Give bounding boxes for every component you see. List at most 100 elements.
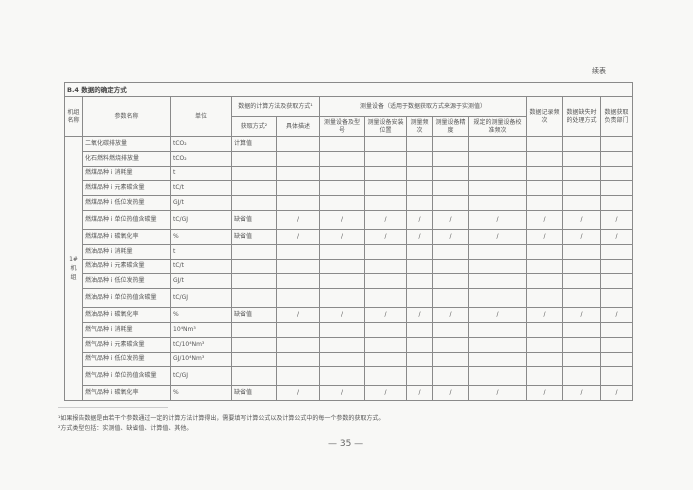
empty-cell <box>364 288 407 309</box>
unit-cell: % <box>170 307 232 323</box>
slash-cell: / <box>276 209 320 230</box>
slash-cell: / <box>599 228 634 245</box>
empty-cell <box>364 273 407 290</box>
continued-label: 续表 <box>592 67 606 75</box>
empty-cell <box>276 273 320 290</box>
empty-cell <box>526 195 563 211</box>
empty-cell <box>526 351 563 368</box>
acq-method-cell <box>231 165 277 182</box>
empty-cell <box>406 336 433 353</box>
empty-cell <box>406 273 433 290</box>
empty-cell <box>526 321 563 338</box>
param-cell: 燃煤品种 i 元素碳含量 <box>82 180 171 197</box>
unit-cell: tC/GJ <box>170 366 232 387</box>
empty-cell <box>406 366 433 387</box>
slash-cell: / <box>468 307 527 323</box>
empty-cell <box>526 180 563 197</box>
table-row: 燃油品种 i 消耗量 t <box>65 243 634 260</box>
group-label-1: 1# <box>69 256 78 264</box>
empty-cell <box>526 258 563 275</box>
empty-cell <box>364 321 407 338</box>
header-equip-location: 测量设备安装位置 <box>364 116 407 137</box>
slash-cell: / <box>599 209 634 230</box>
header-param-name: 参数名称 <box>82 96 171 137</box>
table-row: 燃煤品种 i 碳氧化率% 缺省值 / / / / / / / / / <box>65 228 634 245</box>
unit-cell: tCO₂ <box>170 136 232 152</box>
empty-cell <box>468 351 527 368</box>
footnote-1: ¹如果报告数据是由若干个参数通过一定的计算方法计算得出，需要填写计算公式以及计算… <box>58 415 385 422</box>
slash-cell: / <box>468 209 527 230</box>
slash-cell: / <box>406 209 433 230</box>
param-cell: 燃煤品种 i 单位热值含碳量 <box>82 209 171 230</box>
empty-cell <box>468 243 527 260</box>
empty-cell <box>406 351 433 368</box>
unit-cell: tC/t <box>170 180 232 197</box>
table-row: 化石燃料燃烧排放量 tCO₂ <box>65 150 634 167</box>
empty-cell <box>526 150 563 167</box>
slash-cell: / <box>526 228 563 245</box>
empty-cell <box>526 366 563 387</box>
empty-cell <box>432 336 469 353</box>
empty-cell <box>432 165 469 182</box>
slash-cell: / <box>562 307 601 323</box>
empty-cell <box>599 351 634 368</box>
empty-cell <box>468 165 527 182</box>
empty-cell <box>319 195 365 211</box>
acq-method-cell <box>231 351 277 368</box>
empty-cell <box>406 180 433 197</box>
empty-cell <box>319 288 365 309</box>
empty-cell <box>319 136 365 152</box>
empty-cell <box>276 136 320 152</box>
empty-cell <box>319 258 365 275</box>
empty-cell <box>364 180 407 197</box>
footnote-divider <box>58 407 168 408</box>
acq-method-cell <box>231 258 277 275</box>
unit-cell: % <box>170 228 232 245</box>
slash-cell: / <box>364 228 407 245</box>
slash-cell: / <box>319 209 365 230</box>
unit-cell: tC/GJ <box>170 209 232 230</box>
empty-cell <box>526 165 563 182</box>
footnote-2: ²方式类型包括：实测值、缺省值、计算值、其他。 <box>58 425 193 432</box>
param-cell: 燃煤品种 i 消耗量 <box>82 165 171 182</box>
empty-cell <box>468 136 527 152</box>
header-dept: 数据获取负责部门 <box>599 96 634 137</box>
header-measure-equipment: 测量设备（适用于数据获取方式来源于实测值） <box>319 96 527 117</box>
param-cell: 化石燃料燃烧排放量 <box>82 150 171 167</box>
table-row: 燃煤品种 i 消耗量 t <box>65 165 634 182</box>
empty-cell <box>468 273 527 290</box>
empty-cell <box>599 366 634 387</box>
empty-cell <box>599 180 634 197</box>
empty-cell <box>468 321 527 338</box>
acq-method-cell <box>231 180 277 197</box>
group-label-2: 机 <box>70 265 77 273</box>
slash-cell: / <box>432 209 469 230</box>
param-cell: 燃气品种 i 元素碳含量 <box>82 336 171 353</box>
slash-cell: / <box>432 228 469 245</box>
header-record-freq: 数据记录频次 <box>526 96 563 137</box>
empty-cell <box>276 336 320 353</box>
page-number: — 35 — <box>328 439 364 449</box>
unit-cell: t <box>170 165 232 182</box>
empty-cell <box>562 351 601 368</box>
empty-cell <box>599 165 634 182</box>
param-cell: 燃煤品种 i 碳氧化率 <box>82 228 171 245</box>
unit-cell: GJ/t <box>170 195 232 211</box>
table-row: 1# 机组二氧化碳排放量 tCO₂ 计算值 <box>64 135 634 402</box>
acq-method-cell <box>231 336 277 353</box>
group-label-3: 组 <box>70 274 77 282</box>
empty-cell <box>406 165 433 182</box>
empty-cell <box>599 273 634 290</box>
acq-method-cell <box>231 288 277 309</box>
table-row: 燃油品种 i 低位发热量 GJ/t <box>65 273 634 290</box>
param-cell: 燃油品种 i 消耗量 <box>82 243 171 260</box>
slash-cell: / <box>319 307 365 323</box>
acq-method-cell <box>231 195 277 211</box>
empty-cell <box>406 243 433 260</box>
slash-cell: / <box>319 228 365 245</box>
empty-cell <box>432 366 469 387</box>
empty-cell <box>364 243 407 260</box>
slash-cell: / <box>364 209 407 230</box>
empty-cell <box>276 195 320 211</box>
empty-cell <box>364 366 407 387</box>
